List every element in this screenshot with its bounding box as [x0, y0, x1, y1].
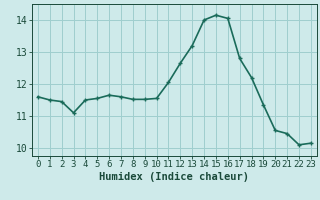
X-axis label: Humidex (Indice chaleur): Humidex (Indice chaleur) [100, 172, 249, 182]
